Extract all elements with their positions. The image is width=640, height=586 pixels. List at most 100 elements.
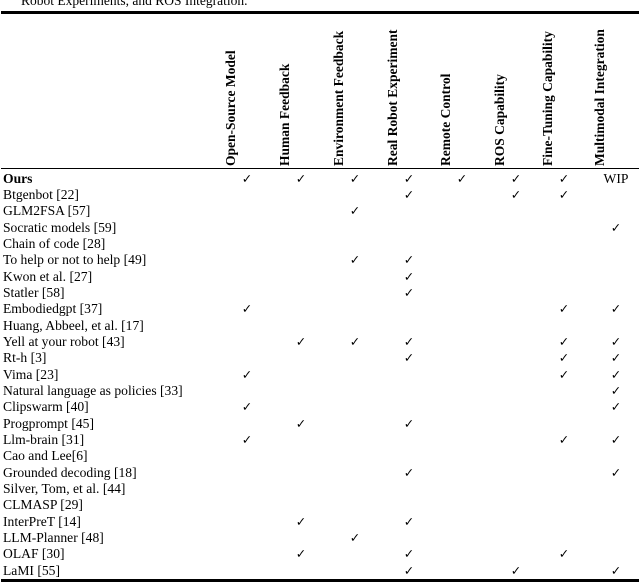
row-label: InterPreT [14] <box>3 513 81 529</box>
checkmark-icon: ✓ <box>610 562 622 578</box>
table-row: Yell at your robot [43] ✓ ✓ ✓ ✓ ✓ <box>0 334 640 350</box>
checkmark-icon: ✓ <box>558 301 570 317</box>
row-label: Rt-h [3] <box>3 350 47 366</box>
row-label: Vima [23] <box>3 366 59 382</box>
checkmark-icon: ✓ <box>558 366 570 382</box>
wip-label: WIP <box>603 170 629 186</box>
checkmark-icon: ✓ <box>510 562 522 578</box>
checkmark-icon: ✓ <box>510 170 522 186</box>
column-header: Remote Control <box>438 73 453 166</box>
checkmark-icon: ✓ <box>403 187 415 203</box>
checkmark-icon: ✓ <box>610 432 622 448</box>
checkmark-icon: ✓ <box>349 170 361 186</box>
table-row: Chain of code [28] <box>0 236 640 252</box>
table-row: Natural language as policies [33] ✓ <box>0 383 640 399</box>
row-label: Statler [58] <box>3 285 65 301</box>
checkmark-icon: ✓ <box>403 285 415 301</box>
table-row: Progprompt [45] ✓ ✓ <box>0 416 640 432</box>
checkmark-icon: ✓ <box>295 513 307 529</box>
table-row: Rt-h [3] ✓ ✓ ✓ <box>0 350 640 366</box>
table-row: Embodiedgpt [37] ✓ ✓ ✓ <box>0 301 640 317</box>
top-rule <box>1 11 639 14</box>
table-row: CLMASP [29] <box>0 497 640 513</box>
row-label: Llm-brain [31] <box>3 432 85 448</box>
row-label: LLM-Planner [48] <box>3 530 104 546</box>
table-row: Cao and Lee[6] <box>0 448 640 464</box>
checkmark-icon: ✓ <box>558 350 570 366</box>
checkmark-icon: ✓ <box>403 334 415 350</box>
row-label: To help or not to help [49] <box>3 252 147 268</box>
checkmark-icon: ✓ <box>456 170 468 186</box>
row-label: Socratic models [59] <box>3 219 117 235</box>
column-header: Real Robot Experiment <box>385 29 400 166</box>
checkmark-icon: ✓ <box>610 464 622 480</box>
row-label: Grounded decoding [18] <box>3 464 137 480</box>
checkmark-icon: ✓ <box>403 562 415 578</box>
checkmark-icon: ✓ <box>349 252 361 268</box>
row-label: Ours <box>3 170 33 186</box>
checkmark-icon: ✓ <box>558 546 570 562</box>
table-row: Kwon et al. [27] ✓ <box>0 269 640 285</box>
checkmark-icon: ✓ <box>403 170 415 186</box>
table-row: Btgenbot [22] ✓ ✓ ✓ <box>0 187 640 203</box>
table-row: Silver, Tom, et al. [44] <box>0 481 640 497</box>
checkmark-icon: ✓ <box>241 399 253 415</box>
checkmark-icon: ✓ <box>349 530 361 546</box>
table-row: Clipswarm [40] ✓ ✓ <box>0 399 640 415</box>
table-row: OLAF [30] ✓ ✓ ✓ <box>0 546 640 562</box>
row-label: Embodiedgpt [37] <box>3 301 103 317</box>
checkmark-icon: ✓ <box>610 334 622 350</box>
checkmark-icon: ✓ <box>610 383 622 399</box>
table-row: Vima [23] ✓ ✓ ✓ <box>0 367 640 383</box>
row-label: Kwon et al. [27] <box>3 268 93 284</box>
table-row: InterPreT [14] ✓ ✓ <box>0 514 640 530</box>
checkmark-icon: ✓ <box>403 268 415 284</box>
row-label: Cao and Lee[6] <box>3 448 88 464</box>
row-label: Progprompt [45] <box>3 415 94 431</box>
checkmark-icon: ✓ <box>295 415 307 431</box>
checkmark-icon: ✓ <box>610 301 622 317</box>
row-label: Chain of code [28] <box>3 236 106 252</box>
checkmark-icon: ✓ <box>558 334 570 350</box>
table-row: Statler [58] ✓ <box>0 285 640 301</box>
row-label: OLAF [30] <box>3 546 65 562</box>
bottom-rule <box>1 579 639 583</box>
checkmark-icon: ✓ <box>558 187 570 203</box>
row-label: Silver, Tom, et al. [44] <box>3 481 126 497</box>
table-row: LaMI [55] ✓ ✓ ✓ <box>0 563 640 579</box>
row-label: CLMASP [29] <box>3 497 83 513</box>
column-header: Human Feedback <box>277 63 292 166</box>
row-label: Clipswarm [40] <box>3 399 89 415</box>
table-row: LLM-Planner [48] ✓ <box>0 530 640 546</box>
table-row: GLM2FSA [57] ✓ <box>0 203 640 219</box>
checkmark-icon: ✓ <box>403 546 415 562</box>
checkmark-icon: ✓ <box>241 170 253 186</box>
checkmark-icon: ✓ <box>295 546 307 562</box>
checkmark-icon: ✓ <box>295 334 307 350</box>
table-row: Ours ✓ ✓ ✓ ✓ ✓ ✓ ✓ WIP <box>0 171 640 187</box>
checkmark-icon: ✓ <box>241 432 253 448</box>
row-label: Natural language as policies [33] <box>3 383 183 399</box>
table-row: Llm-brain [31] ✓ ✓ ✓ <box>0 432 640 448</box>
table-row: Huang, Abbeel, et al. [17] <box>0 318 640 334</box>
checkmark-icon: ✓ <box>403 252 415 268</box>
checkmark-icon: ✓ <box>403 350 415 366</box>
row-label: Yell at your robot [43] <box>3 334 125 350</box>
column-header: Environment Feedback <box>331 30 346 166</box>
table-caption: Robot Experiments, and ROS Integration. <box>21 0 248 8</box>
checkmark-icon: ✓ <box>510 187 522 203</box>
column-header: Fine-Tuning Capability <box>540 31 555 166</box>
column-header: Multimodal Integration <box>592 29 607 166</box>
checkmark-icon: ✓ <box>610 399 622 415</box>
checkmark-icon: ✓ <box>610 350 622 366</box>
row-label: GLM2FSA [57] <box>3 203 91 219</box>
checkmark-icon: ✓ <box>610 366 622 382</box>
checkmark-icon: ✓ <box>295 170 307 186</box>
header-divider-rule <box>1 167 639 169</box>
checkmark-icon: ✓ <box>558 170 570 186</box>
checkmark-icon: ✓ <box>349 334 361 350</box>
table-row: Grounded decoding [18] ✓ ✓ <box>0 465 640 481</box>
table-row: To help or not to help [49] ✓ ✓ <box>0 252 640 268</box>
checkmark-icon: ✓ <box>403 464 415 480</box>
